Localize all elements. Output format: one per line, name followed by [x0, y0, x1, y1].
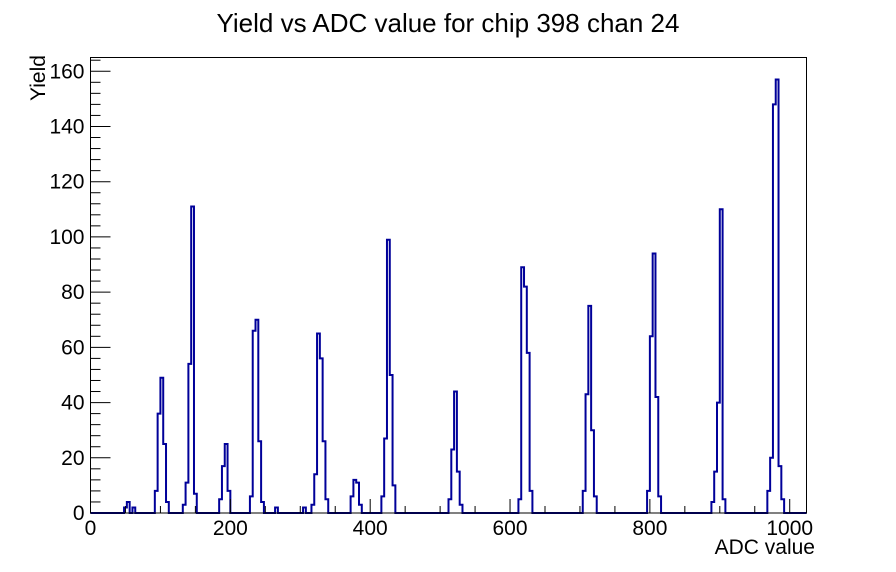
histogram-line: [90, 78, 807, 514]
svg-text:0: 0: [85, 517, 97, 540]
x-axis-title: ADC value: [714, 536, 815, 559]
svg-text:400: 400: [353, 517, 388, 540]
x-axis-tick-labels: 0 200 400 600 800 1000: [85, 517, 813, 540]
svg-text:600: 600: [493, 517, 528, 540]
svg-text:100: 100: [49, 226, 84, 249]
svg-text:80: 80: [61, 281, 84, 304]
svg-text:20: 20: [61, 447, 84, 470]
svg-text:200: 200: [213, 517, 248, 540]
svg-text:0: 0: [73, 502, 85, 525]
y-axis-tick-labels: 0 20 40 60 80 100 120 140 160: [49, 60, 84, 525]
svg-text:160: 160: [49, 60, 84, 83]
plot-frame: [90, 57, 807, 514]
svg-text:1000: 1000: [766, 517, 813, 540]
y-axis-ticks: [90, 59, 111, 514]
svg-text:120: 120: [49, 171, 84, 194]
chart-title: Yield vs ADC value for chip 398 chan 24: [216, 8, 680, 38]
x-axis-ticks: [90, 499, 791, 513]
svg-text:60: 60: [61, 336, 84, 359]
svg-text:140: 140: [49, 115, 84, 138]
svg-text:800: 800: [632, 517, 667, 540]
svg-text:40: 40: [61, 392, 84, 415]
